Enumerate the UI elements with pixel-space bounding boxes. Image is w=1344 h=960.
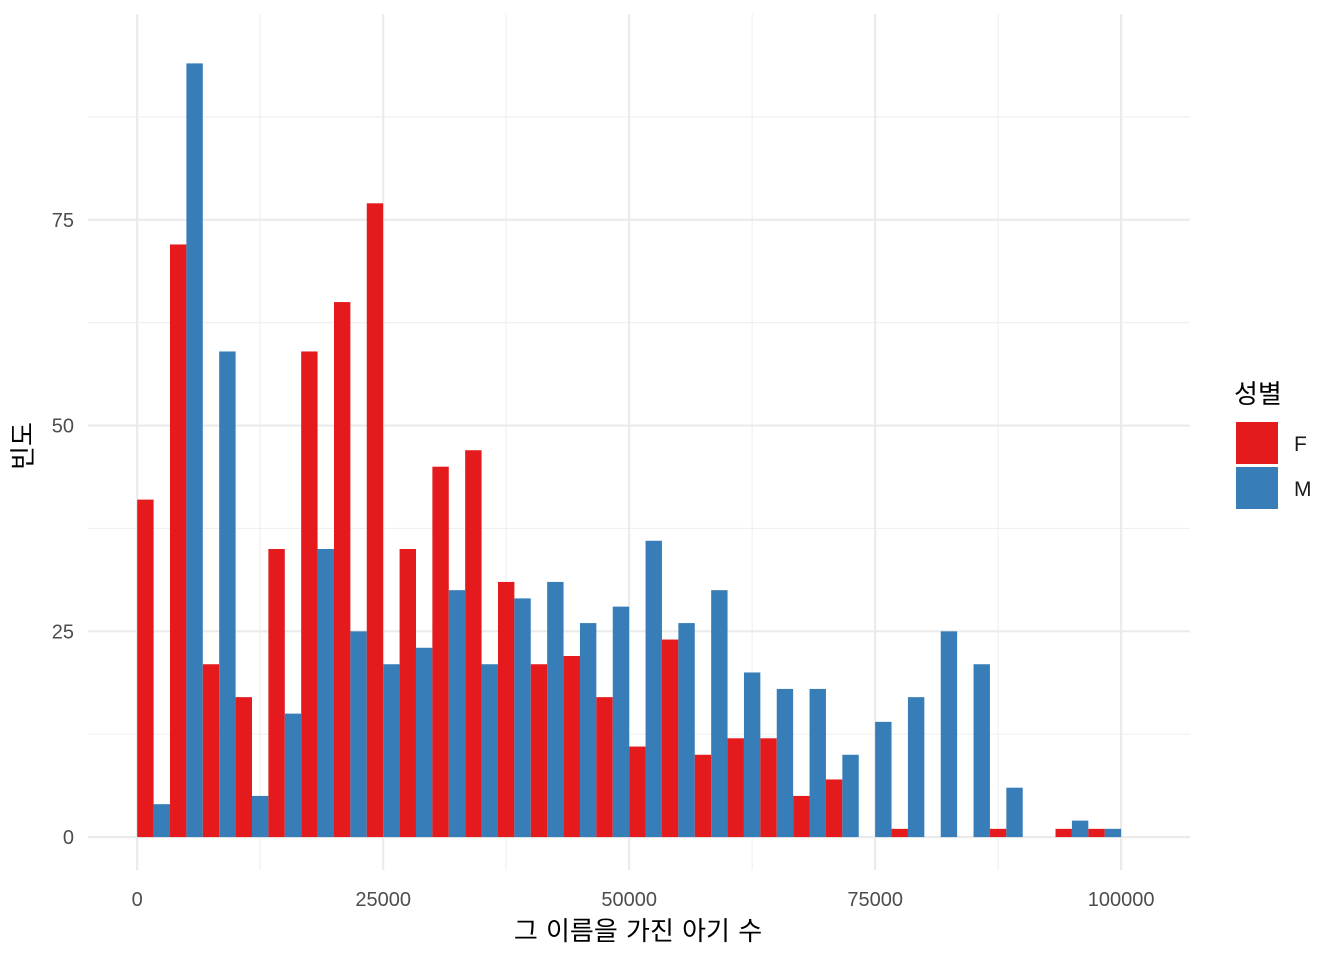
x-tick-label: 50000 [601, 889, 657, 911]
bar-F-9 [432, 466, 449, 838]
bar-M-19 [776, 688, 794, 838]
bar-F-10 [465, 450, 482, 838]
bar-M-20 [809, 688, 826, 838]
bar-F-7 [366, 203, 384, 838]
major-gridlines [88, 14, 1190, 870]
bar-M-10 [481, 664, 498, 838]
x-tick-label: 100000 [1088, 889, 1155, 911]
bar-F-20 [793, 795, 810, 838]
y-tick-labels: 0 25 50 75 [52, 210, 74, 849]
bar-M-25 [973, 664, 990, 838]
bar-M-8 [415, 647, 433, 838]
bar-M-24 [940, 631, 958, 838]
bar-F-15 [629, 746, 646, 838]
bar-F-3 [235, 697, 252, 838]
bar-F-13 [563, 656, 580, 838]
bar-F-21 [825, 779, 843, 838]
bar-M-9 [448, 590, 466, 838]
bar-M-16 [678, 623, 695, 838]
x-axis-title: 그 이름을 가진 아기 수 [514, 917, 762, 947]
bar-F-29 [1088, 828, 1105, 838]
bar-M-15 [645, 540, 662, 838]
x-tick-labels: 0 25000 50000 75000 100000 [132, 889, 1155, 911]
bar-F-18 [727, 738, 744, 838]
bar-M-5 [317, 549, 334, 838]
bar-F-14 [596, 697, 613, 838]
x-tick-label: 75000 [847, 889, 903, 911]
legend-key-F [1236, 422, 1278, 464]
bar-M-28 [1071, 820, 1089, 838]
bar-M-2 [219, 351, 236, 838]
y-axis-title: 빈도 [9, 422, 39, 470]
bar-M-17 [711, 590, 728, 838]
minor-gridlines [88, 14, 1190, 870]
x-tick-label: 25000 [355, 889, 411, 911]
bar-F-8 [399, 549, 416, 838]
legend-title: 성별 [1234, 380, 1282, 410]
y-tick-label: 75 [52, 210, 74, 232]
bar-F-17 [694, 754, 712, 838]
bar-F-19 [760, 738, 777, 838]
y-tick-label: 0 [63, 827, 74, 849]
bar-F-5 [301, 351, 318, 838]
bar-F-2 [202, 664, 220, 838]
bar-M-13 [579, 623, 597, 838]
bar-F-0 [137, 499, 154, 838]
legend: 성별 FM [1234, 380, 1312, 509]
bar-M-26 [1006, 787, 1023, 838]
bar-M-14 [612, 606, 630, 838]
bar-F-16 [661, 639, 679, 838]
bar-M-18 [743, 672, 761, 838]
bar-F-1 [169, 244, 187, 838]
bar-M-11 [514, 598, 531, 838]
legend-label-M: M [1294, 478, 1312, 501]
bar-M-3 [251, 795, 269, 838]
bar-M-7 [383, 664, 400, 838]
bar-M-1 [186, 63, 203, 838]
bar-F-26 [989, 828, 1007, 838]
bars [137, 63, 1122, 838]
bar-F-23 [891, 828, 908, 838]
bar-M-22 [875, 721, 892, 838]
bar-M-21 [842, 754, 859, 838]
bar-F-4 [268, 549, 285, 838]
bar-F-28 [1055, 828, 1072, 838]
y-tick-label: 50 [52, 416, 74, 438]
bar-M-6 [350, 631, 367, 838]
x-tick-label: 0 [132, 889, 143, 911]
y-tick-label: 25 [52, 621, 74, 643]
legend-key-M [1236, 467, 1278, 509]
bar-M-4 [284, 713, 302, 838]
bar-M-0 [153, 804, 170, 838]
legend-label-F: F [1294, 433, 1307, 456]
bar-M-23 [907, 697, 925, 838]
bar-M-12 [547, 581, 564, 838]
bar-M-29 [1104, 828, 1122, 838]
bar-F-6 [333, 302, 351, 838]
bar-F-12 [530, 664, 548, 838]
bar-F-11 [497, 581, 515, 838]
